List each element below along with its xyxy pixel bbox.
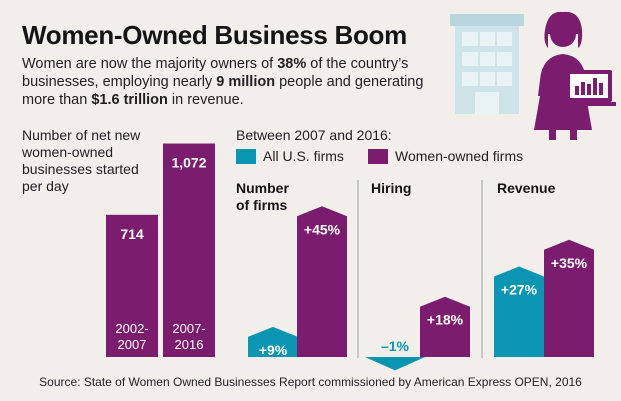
- group-title-firms: Number of firms: [236, 180, 289, 213]
- chart-title: Women-Owned Business Boom: [22, 20, 407, 50]
- bar-value-label: 1,072: [171, 155, 206, 171]
- office-building-icon: [450, 14, 524, 114]
- intro-text: Women are now the majority owners of 38%…: [22, 56, 424, 108]
- bar-All U.S. firms-Hiring: [365, 357, 425, 371]
- bar-value-label: 714: [120, 226, 144, 242]
- legend-item-women-firms: Women-owned firms: [368, 148, 523, 164]
- bar-Women-owned firms-Number of firms: [297, 206, 347, 357]
- change-bar-chart: +9% –1% +27% +45% +18% +35%: [248, 206, 594, 371]
- bar-value-label: +9%: [259, 342, 288, 358]
- bar-category-label: 2002-: [115, 321, 148, 336]
- bar-All U.S. firms-Number of firms: [248, 326, 298, 357]
- group-title-hiring: Hiring: [371, 180, 412, 196]
- bar-category-label: 2007-: [172, 321, 205, 336]
- bar-category-label: 2007: [118, 337, 147, 352]
- bar-2007-2016: [163, 143, 215, 357]
- bar-value-label: +27%: [501, 282, 538, 298]
- legend-swatch-women-firms: [368, 148, 388, 164]
- bar-category-label: 2016: [175, 337, 204, 352]
- left-bar-chart: 714 2002-2007 1,072 2007-2016: [106, 143, 215, 357]
- source-note: Source: State of Women Owned Businesses …: [39, 375, 582, 389]
- bar-value-label: +18%: [427, 312, 464, 328]
- bar-Women-owned firms-Hiring: [420, 296, 470, 357]
- bar-value-label: –1%: [381, 338, 410, 354]
- group-title-revenue: Revenue: [497, 180, 556, 196]
- bar-Women-owned firms-Revenue: [544, 239, 594, 357]
- period-label: Between 2007 and 2016:: [236, 127, 392, 143]
- left-chart-label: Number of net new women-owned businesses…: [22, 127, 141, 194]
- legend-label-women-firms: Women-owned firms: [395, 148, 524, 164]
- bar-value-label: +45%: [304, 221, 341, 237]
- bar-value-label: +35%: [551, 255, 588, 271]
- legend-swatch-all-firms: [236, 148, 256, 164]
- bar-All U.S. firms-Revenue: [494, 266, 544, 357]
- bar-2002-2007: [106, 214, 158, 357]
- legend-label-all-firms: All U.S. firms: [263, 148, 344, 164]
- businesswoman-with-laptop-icon: [534, 11, 616, 140]
- legend-item-all-firms: All U.S. firms: [236, 148, 344, 164]
